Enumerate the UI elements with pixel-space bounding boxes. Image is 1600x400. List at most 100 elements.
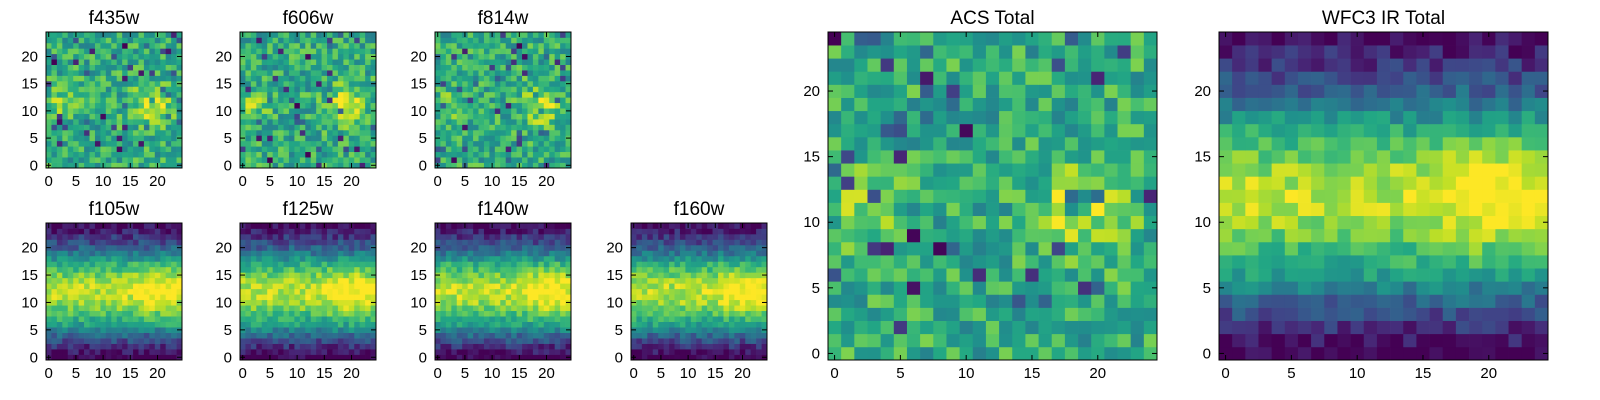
heatmap-cell: [51, 42, 58, 49]
heatmap-cell: [305, 151, 312, 158]
heatmap-cell: [78, 135, 85, 142]
heatmap-cell: [549, 255, 556, 262]
heatmap-cell: [718, 239, 724, 246]
heatmap-cell: [554, 327, 561, 333]
heatmap-cell: [718, 223, 724, 229]
heatmap-cell: [701, 250, 708, 257]
heatmap-cell: [696, 244, 703, 251]
heatmap-cell: [250, 272, 257, 279]
heatmap-cell: [451, 124, 458, 131]
heatmap-cell: [478, 75, 485, 82]
heatmap-cell: [111, 162, 118, 169]
heatmap-cell: [256, 113, 263, 120]
heatmap-cell: [543, 299, 550, 306]
heatmap-cell: [283, 70, 290, 76]
heatmap-cell: [467, 80, 474, 87]
y-tick-label: 20: [21, 240, 38, 257]
heatmap-cell: [669, 327, 675, 333]
heatmap-cell: [176, 277, 183, 284]
heatmap-cell: [138, 239, 145, 246]
heatmap-cell: [554, 283, 561, 290]
heatmap-cell: [511, 119, 517, 125]
heatmap-cell: [723, 305, 730, 312]
heatmap-cell: [690, 288, 697, 295]
heatmap-cell: [337, 75, 344, 82]
heatmap-cell: [445, 349, 452, 355]
heatmap-cell: [527, 91, 534, 98]
heatmap-cell: [467, 283, 474, 290]
heatmap-cell: [516, 151, 523, 158]
heatmap-cell: [532, 316, 539, 322]
heatmap-cell: [165, 91, 172, 98]
heatmap-cell: [1117, 346, 1132, 361]
heatmap-cell: [283, 343, 290, 350]
heatmap-cell: [116, 316, 123, 322]
heatmap-cell: [160, 338, 167, 344]
heatmap-cell: [299, 305, 306, 312]
heatmap-cell: [565, 294, 572, 301]
heatmap-cell: [299, 288, 306, 295]
heatmap-cell: [127, 349, 134, 355]
heatmap-cell: [261, 277, 268, 284]
heatmap-cell: [893, 281, 908, 295]
heatmap-cell: [483, 283, 490, 290]
heatmap-cell: [435, 75, 441, 82]
heatmap-cell: [1104, 307, 1118, 321]
heatmap-cell: [483, 338, 490, 344]
heatmap-cell: [516, 316, 523, 322]
heatmap-cell: [549, 97, 556, 104]
heatmap-cell: [240, 283, 246, 290]
heatmap-cell: [1051, 346, 1066, 361]
heatmap-cell: [240, 129, 246, 136]
heatmap-cell: [133, 288, 139, 295]
heatmap-cell: [56, 354, 63, 361]
heatmap-cell: [473, 124, 479, 131]
heatmap-cell: [707, 250, 713, 257]
heatmap-cell: [527, 283, 534, 290]
heatmap-cell: [84, 305, 90, 312]
heatmap-cell: [674, 283, 681, 290]
heatmap-cell: [143, 146, 150, 153]
heatmap-cell: [116, 91, 123, 98]
heatmap-cell: [652, 294, 659, 301]
heatmap-cell: [261, 228, 268, 235]
heatmap-cell: [359, 97, 366, 104]
heatmap-cell: [348, 86, 355, 93]
heatmap-cell: [283, 42, 290, 49]
heatmap-cell: [462, 64, 468, 71]
heatmap-cell: [972, 346, 987, 361]
heatmap-cell: [73, 305, 79, 312]
heatmap-cell: [256, 233, 263, 240]
heatmap-cell: [1038, 202, 1053, 217]
heatmap-cell: [522, 75, 528, 82]
heatmap-cell: [543, 266, 550, 273]
heatmap-cell: [250, 266, 257, 273]
heatmap-cell: [522, 102, 528, 109]
heatmap-cell: [462, 316, 468, 322]
heatmap-cell: [105, 261, 112, 268]
heatmap-cell: [154, 261, 161, 268]
heatmap-cell: [893, 346, 908, 361]
x-tick-label: 0: [239, 173, 247, 190]
x-tick-label: 0: [239, 365, 247, 382]
heatmap-cell: [456, 75, 463, 82]
heatmap-cell: [435, 129, 441, 136]
heatmap-cell: [511, 113, 517, 120]
heatmap-cell: [1104, 268, 1118, 282]
heatmap-cell: [332, 250, 339, 257]
heatmap-cell: [500, 151, 507, 158]
heatmap-cell: [327, 266, 333, 273]
heatmap-cell: [111, 135, 118, 142]
heatmap-cell: [679, 310, 686, 317]
heatmap-cell: [267, 124, 273, 131]
heatmap-cell: [62, 327, 69, 333]
heatmap-cell: [473, 261, 479, 268]
heatmap-cell: [84, 233, 90, 240]
heatmap-cell: [1064, 294, 1079, 308]
heatmap-cell: [359, 277, 366, 284]
heatmap-cell: [1104, 294, 1118, 308]
heatmap-cell: [321, 102, 328, 109]
heatmap-cell: [67, 255, 74, 262]
heatmap-cell: [456, 102, 463, 109]
heatmap-cell: [305, 91, 312, 98]
